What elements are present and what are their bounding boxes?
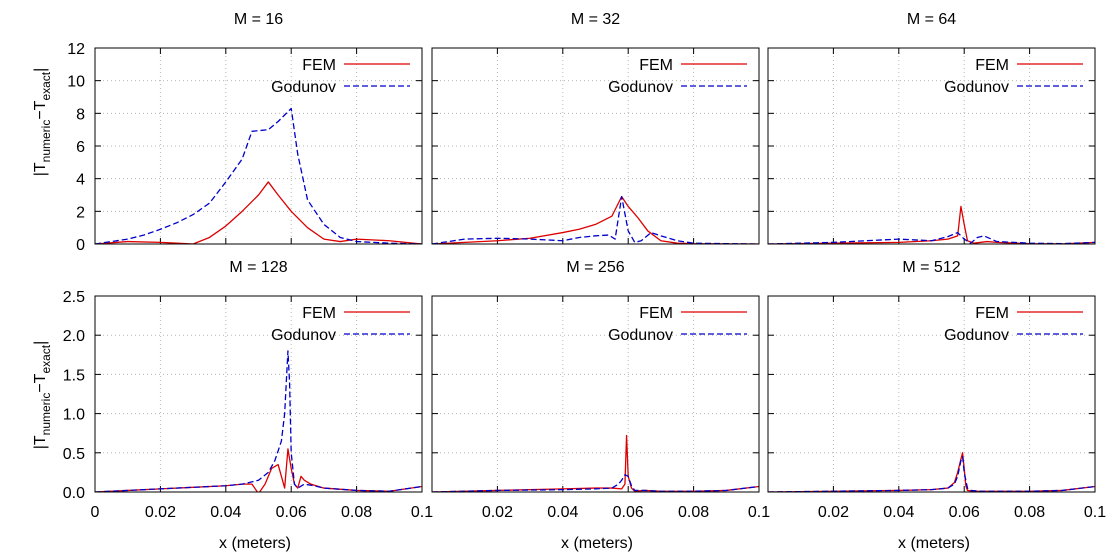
y-tick-label: 0.5 — [63, 446, 85, 463]
legend-label-fem: FEM — [639, 57, 673, 74]
legend-label-godunov: Godunov — [944, 327, 1009, 344]
panel-title: M = 64 — [907, 11, 956, 28]
panel-title: M = 16 — [234, 11, 283, 28]
panel-title: M = 512 — [902, 259, 960, 276]
x-tick-label: 0.1 — [748, 504, 770, 521]
y-tick-label: 12 — [67, 41, 85, 58]
panel-frame — [431, 295, 760, 493]
series-line-godunov — [95, 107, 422, 244]
x-tick-label: 0.06 — [613, 504, 644, 521]
panel-title: M = 32 — [571, 11, 620, 28]
x-axis-label-2: x (meters) — [561, 535, 633, 552]
y-tick-label: 0 — [76, 237, 85, 254]
x-tick-label: 0.04 — [883, 504, 914, 521]
x-tick-label: 0.06 — [949, 504, 980, 521]
panel-1: M = 16 0 2 4 6 8 10 12 FEM Godunov — [67, 11, 423, 254]
x-tick-label: 0.08 — [1014, 504, 1045, 521]
x-tick-label: 0.08 — [341, 504, 372, 521]
y-axis-label-text: |Tnumeric−Texact| — [32, 341, 53, 450]
panel-title: M = 256 — [566, 259, 624, 276]
y-axis-label-top: |Tnumeric−Texact| — [32, 68, 53, 177]
x-tick-label: 0.04 — [210, 504, 241, 521]
x-axis-label-1: x (meters) — [219, 535, 291, 552]
series-line-fem — [95, 181, 422, 244]
legend-label-godunov: Godunov — [944, 79, 1009, 96]
panel-title: M = 128 — [229, 259, 287, 276]
x-tick-label: 0.04 — [547, 504, 578, 521]
panel-4: M = 128 0.0 0.5 1.0 1.5 2.0 2.5 0 0.02 0.04 0.06 0.… — [63, 259, 433, 521]
series-line-godunov — [95, 350, 422, 492]
series-line-fem — [432, 434, 759, 492]
y-tick-label: 6 — [76, 139, 85, 156]
y-tick-label: 4 — [76, 172, 85, 189]
y-tick-label: 8 — [76, 106, 85, 123]
x-tick-label: 0.02 — [145, 504, 176, 521]
series-line-godunov — [768, 231, 1095, 244]
y-tick-label: 2 — [76, 204, 85, 221]
panel-frame — [431, 47, 760, 245]
x-tick-label: 0.06 — [276, 504, 307, 521]
panel-5: M = 256 0.02 0.04 0.06 0.08 0.1 FEM Godunov — [431, 259, 770, 521]
y-tick-label: 1.0 — [63, 407, 85, 424]
series-line-godunov — [432, 195, 759, 244]
y-tick-label: 1.5 — [63, 367, 85, 384]
legend-label-godunov: Godunov — [608, 79, 673, 96]
y-axis-label-text: |Tnumeric−Texact| — [32, 68, 53, 177]
panel-2: M = 32 FEM Godunov — [431, 11, 760, 245]
x-axis-label-3: x (meters) — [898, 535, 970, 552]
series-line-godunov — [432, 474, 759, 492]
y-tick-label: 2.0 — [63, 328, 85, 345]
legend-label-fem: FEM — [975, 57, 1009, 74]
x-tick-label: 0.1 — [411, 504, 433, 521]
legend-label-fem: FEM — [975, 305, 1009, 322]
legend-label-fem: FEM — [302, 57, 336, 74]
x-tick-label: 0.08 — [678, 504, 709, 521]
series-line-godunov — [768, 456, 1095, 492]
panel-3: M = 64 FEM Godunov — [767, 11, 1096, 245]
x-tick-label: 0.1 — [1084, 504, 1106, 521]
panel-frame — [767, 47, 1096, 245]
y-tick-label: 0.0 — [63, 485, 85, 502]
y-tick-label: 2.5 — [63, 289, 85, 306]
x-tick-label: 0 — [91, 504, 100, 521]
series-line-fem — [95, 448, 422, 492]
x-tick-label: 0.02 — [818, 504, 849, 521]
y-tick-label: 10 — [67, 74, 85, 91]
panel-6: M = 512 0.02 0.04 0.06 0.08 0.1 FEM Godunov — [767, 259, 1106, 521]
x-tick-label: 0.02 — [482, 504, 513, 521]
series-line-fem — [432, 195, 759, 244]
panel-frame — [94, 295, 423, 493]
legend-label-godunov: Godunov — [271, 327, 336, 344]
panel-frame — [767, 295, 1096, 493]
plot-panels: M = 16 0 2 4 6 8 10 12 FEM Godunov M = 32 FEM Goduno… — [63, 11, 1106, 521]
legend-label-godunov: Godunov — [271, 79, 336, 96]
series-line-fem — [768, 452, 1095, 492]
series-line-fem — [768, 205, 1095, 244]
legend-label-godunov: Godunov — [608, 327, 673, 344]
panel-frame — [94, 47, 423, 245]
y-axis-label-bottom: |Tnumeric−Texact| — [32, 341, 53, 450]
legend-label-fem: FEM — [639, 305, 673, 322]
legend-label-fem: FEM — [302, 305, 336, 322]
